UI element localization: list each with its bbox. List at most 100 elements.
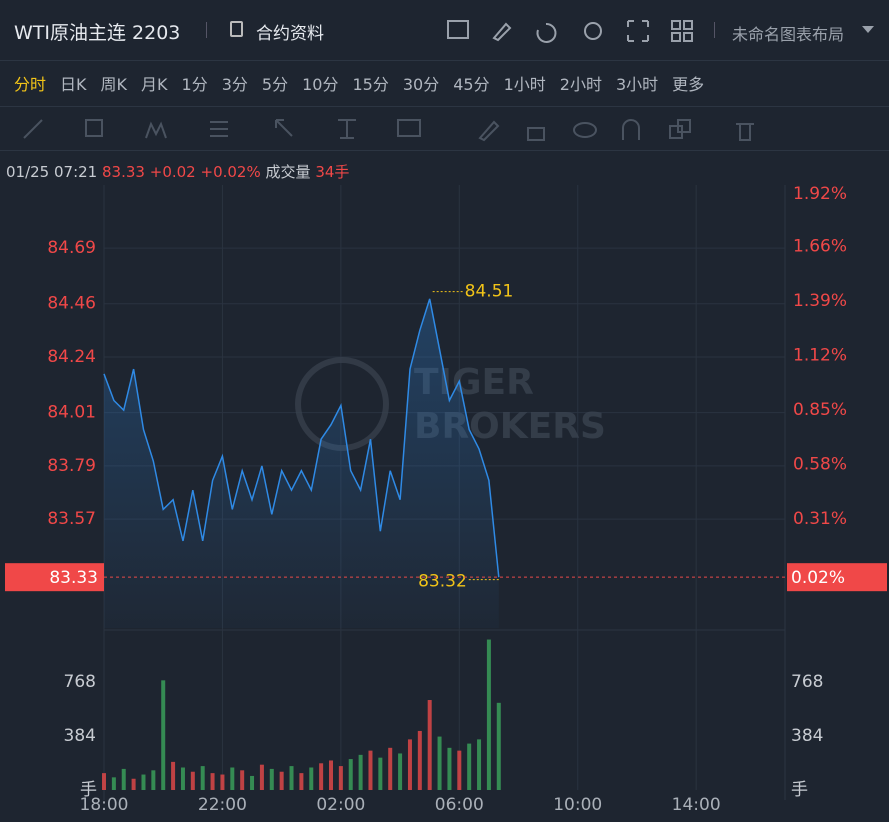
volume-bar — [368, 750, 373, 790]
divider — [206, 22, 207, 38]
volume-bar — [378, 757, 383, 790]
y2-tick-label: 0.58% — [793, 455, 847, 475]
x-tick-label: 02:00 — [316, 795, 365, 815]
header-icons — [447, 20, 693, 43]
volume-bar — [447, 747, 452, 790]
y2-tick-label: 0.31% — [793, 509, 847, 529]
period-tab[interactable]: 3小时 — [615, 75, 659, 94]
price-area — [104, 298, 499, 628]
y2-tick-label: 1.12% — [793, 346, 847, 366]
volume-bar — [220, 774, 225, 790]
x-tick-label: 06:00 — [435, 795, 484, 815]
volume-bar — [230, 767, 235, 790]
period-tab[interactable]: 30分 — [402, 75, 440, 94]
volume-bar — [141, 774, 146, 790]
grid-icon[interactable] — [671, 20, 681, 30]
volume-bar — [180, 767, 185, 790]
divider — [714, 22, 715, 38]
reset-icon[interactable] — [536, 22, 557, 43]
volume-bar — [457, 750, 462, 790]
tool-icons — [23, 119, 754, 142]
vol-unit: 手 — [791, 780, 808, 800]
volume-bar — [467, 743, 472, 790]
price-line — [103, 298, 500, 578]
period-tab[interactable]: 月K — [141, 75, 168, 94]
current-price-box — [5, 563, 104, 592]
y2-tick-label: 0.85% — [793, 400, 847, 420]
period-tab[interactable]: 1小时 — [503, 75, 546, 94]
period-tab[interactable]: 分时 — [14, 75, 47, 94]
fullscreen-icon[interactable] — [627, 20, 649, 42]
dropdown[interactable] — [862, 26, 874, 34]
volume-bar — [171, 761, 176, 790]
y-tick-label: 84.01 — [47, 403, 96, 423]
settings-icon[interactable] — [584, 22, 602, 40]
period-tab[interactable]: 5分 — [261, 75, 289, 94]
volume-bar — [319, 763, 324, 790]
period-tab[interactable]: 周K — [100, 75, 128, 94]
current-price: 83.33 — [49, 568, 98, 588]
period-tab[interactable]: 日K — [60, 75, 87, 94]
period-tab[interactable]: 1分 — [181, 75, 208, 94]
volume-bar — [338, 766, 343, 790]
y-tick-label: 83.79 — [47, 456, 96, 476]
volume-bar — [161, 680, 166, 790]
volume-bar — [398, 753, 403, 790]
volume-bar — [496, 702, 501, 790]
high-label: 84.51 — [465, 282, 514, 302]
volume-bar — [151, 770, 156, 790]
current-pct: 0.02% — [791, 568, 845, 588]
volume: 34手 — [315, 163, 350, 181]
time: 01/25 07:21 — [6, 163, 98, 181]
volume-bar — [309, 767, 314, 790]
current-pct-box — [787, 563, 887, 592]
low-label: 83.32 — [418, 572, 467, 592]
y-tick-label: 84.46 — [47, 294, 96, 314]
period-tab[interactable]: 45分 — [453, 75, 490, 94]
y2-tick-label: 1.92% — [793, 184, 847, 204]
drawing-toolbar — [0, 106, 889, 151]
price: 83.33 — [102, 163, 145, 181]
y2-tick-label: 1.66% — [793, 237, 847, 257]
edit-icon[interactable] — [492, 22, 512, 42]
contract-info[interactable]: 合约资料 — [256, 24, 324, 44]
x-tick-label: 18:00 — [80, 795, 129, 815]
volume-bar — [131, 778, 136, 790]
y-tick-label: 84.24 — [47, 347, 96, 367]
vol-tick-label: 768 — [791, 672, 823, 692]
title: WTI原油主连 2203 — [14, 22, 181, 44]
volume-bar — [477, 739, 482, 790]
x-tick-label: 10:00 — [553, 795, 602, 815]
volume-bar — [358, 754, 363, 790]
doc-icon[interactable] — [230, 21, 243, 37]
period-tabs: 分时 日K 周K 月K 1分 3分 5分 10分 15分 30分 45分 1小时 2小时 3小时 更多 — [0, 60, 889, 107]
volume-bar — [111, 777, 116, 790]
info-bar: 01/25 07:21 83.33 +0.02 +0.02% 成交量 34手 — [6, 161, 349, 182]
volume-bar — [486, 639, 491, 790]
volume-bar — [289, 766, 294, 790]
volume-bar — [259, 764, 264, 790]
volume-bar — [279, 771, 284, 790]
volume-bar — [190, 771, 195, 790]
volume-label: 成交量 — [265, 163, 311, 181]
y-tick-label: 83.57 — [47, 509, 96, 529]
x-tick-label: 14:00 — [672, 795, 721, 815]
period-tab[interactable]: 15分 — [352, 75, 389, 94]
period-tab[interactable]: 10分 — [302, 75, 339, 94]
header: WTI原油主连 2203 合约资料 未命名图表布局 — [0, 0, 889, 61]
volume-bar — [250, 775, 255, 790]
period-tab[interactable]: 更多 — [672, 75, 705, 94]
volume-bar — [407, 739, 412, 790]
volume-bar — [269, 768, 274, 790]
x-tick-label: 22:00 — [198, 795, 247, 815]
chart-icon[interactable] — [447, 20, 469, 39]
volume-bar — [299, 773, 304, 790]
period-tab[interactable]: 3分 — [221, 75, 248, 94]
volume-bar — [240, 770, 245, 790]
layout-name[interactable]: 未命名图表布局 — [732, 25, 845, 44]
period-tab[interactable]: 2小时 — [559, 75, 602, 94]
volume-bar — [200, 766, 205, 790]
vol-tick-label: 384 — [791, 726, 823, 746]
